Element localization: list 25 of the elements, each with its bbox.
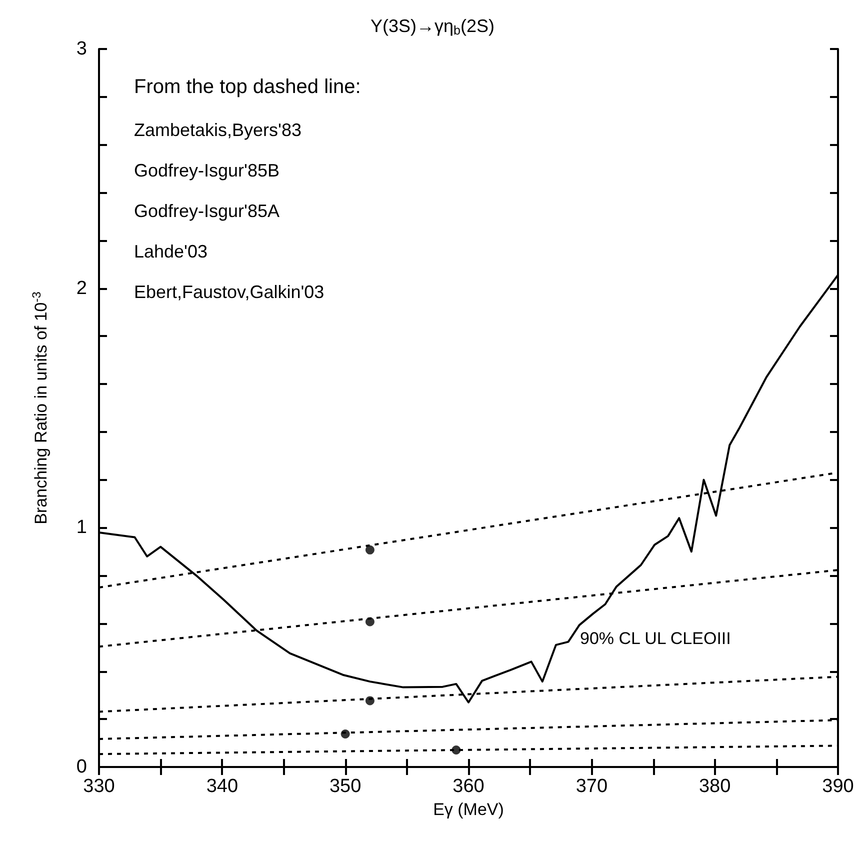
y-tick-label: 0: [76, 756, 87, 778]
x-tick-label: 380: [698, 776, 731, 797]
annotation: Ebert,Faustov,Galkin'03: [134, 282, 324, 302]
x-tick-label: 350: [329, 776, 362, 797]
x-tick-label: 390: [822, 776, 854, 797]
y-tick-label: 2: [76, 278, 87, 299]
annotation: Godfrey-Isgur'85B: [134, 160, 280, 180]
x-tick-label: 330: [83, 776, 115, 797]
x-tick-label: 360: [452, 776, 484, 797]
y-tick-label: 1: [76, 517, 87, 538]
point: [340, 729, 350, 738]
annotation: 90% CL UL CLEOIII: [580, 629, 731, 648]
annotation: Godfrey-Isgur'85A: [134, 201, 280, 221]
y-tick-label: 3: [76, 38, 87, 60]
annotation: Zambetakis,Byers'83: [134, 120, 302, 140]
y-axis-title: Branching Ratio in units of 10-3: [30, 291, 50, 524]
x-tick-label: 370: [576, 776, 608, 797]
annotation: Lahde'03: [134, 242, 208, 262]
annotation: From the top dashed line:: [134, 76, 361, 98]
point: [365, 545, 374, 554]
x-tick-label: 340: [206, 776, 238, 797]
point: [365, 617, 374, 626]
x-axis-title: Eγ (MeV): [433, 800, 504, 819]
point: [365, 696, 374, 706]
point: [452, 746, 461, 755]
